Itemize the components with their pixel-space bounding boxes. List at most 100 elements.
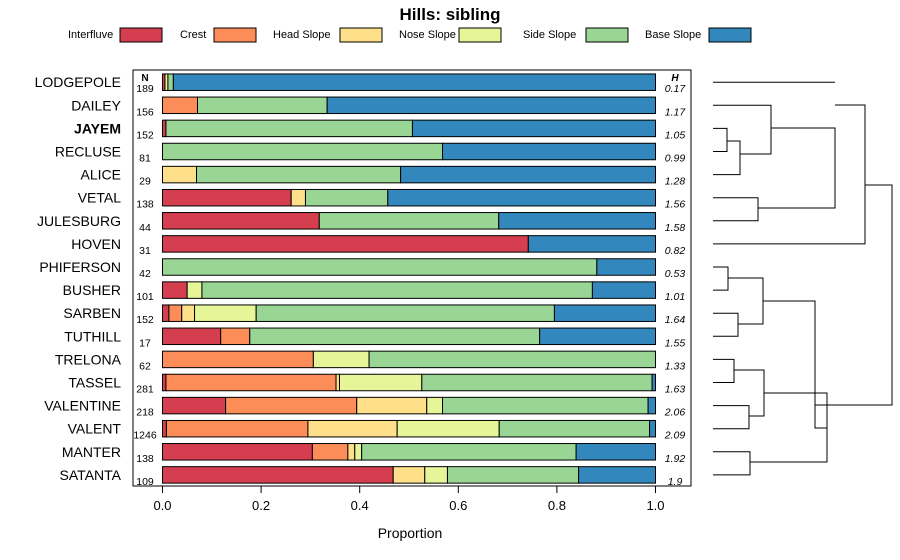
dendrogram-link-4 xyxy=(758,127,836,209)
h-label-lodgepole: 0.17 xyxy=(665,83,687,95)
row-label-tassel: TASSEL xyxy=(68,375,121,391)
bar-valentine-crest xyxy=(225,396,358,415)
row-tassel: TASSEL 281 1.63 xyxy=(68,373,685,396)
n-label-dailey: 156 xyxy=(136,106,154,118)
bar-tuthill-crest xyxy=(220,327,251,346)
bar-satanta-base-slope xyxy=(578,466,657,484)
bar-jayem-base-slope xyxy=(411,119,657,138)
row-label-lodgepole: LODGEPOLE xyxy=(35,74,121,90)
bar-tuthill-side-slope xyxy=(249,327,541,346)
row-vetal: VETAL 138 1.56 xyxy=(78,188,686,211)
bar-julesburg-base-slope xyxy=(498,212,657,230)
bar-busher-interfluve xyxy=(162,281,188,299)
row-label-phiferson: PHIFERSON xyxy=(39,259,121,275)
dendrogram-link-9 xyxy=(728,277,764,325)
h-label-jayem: 1.05 xyxy=(665,129,686,141)
row-valent: VALENT 1246 2.09 xyxy=(68,419,685,442)
row-alice: ALICE 29 1.28 xyxy=(81,165,685,188)
h-label-sarben: 1.64 xyxy=(665,314,686,326)
n-label-manter: 138 xyxy=(136,453,154,465)
bar-valentine-head-slope xyxy=(356,396,428,415)
n-label-lodgepole: 189 xyxy=(136,83,154,95)
bar-alice-side-slope xyxy=(196,165,402,184)
row-label-sarben: SARBEN xyxy=(63,305,121,321)
bar-jayem-interfluve xyxy=(162,119,167,138)
n-label-sarben: 152 xyxy=(136,314,154,326)
row-jayem: JAYEM 152 1.05 xyxy=(74,119,686,141)
bar-tassel-side-slope xyxy=(421,373,653,392)
bar-jayem-side-slope xyxy=(165,119,413,138)
h-label-hoven: 0.82 xyxy=(665,245,686,257)
n-label-tuthill: 17 xyxy=(139,337,151,349)
h-label-phiferson: 0.53 xyxy=(665,268,686,280)
legend-label-side-slope: Side Slope xyxy=(523,29,576,41)
row-label-recluse: RECLUSE xyxy=(55,144,121,160)
bar-manter-crest xyxy=(311,443,349,461)
bar-satanta-interfluve xyxy=(162,466,394,484)
bar-tuthill-interfluve xyxy=(162,327,222,346)
x-tick-label-5: 1.0 xyxy=(646,498,664,513)
bar-valentine-side-slope xyxy=(442,396,649,415)
row-label-trelona: TRELONA xyxy=(55,351,122,367)
row-label-valent: VALENT xyxy=(68,421,122,437)
row-valentine: VALENTINE 218 2.06 xyxy=(44,396,685,419)
row-satanta: SATANTA 109 1.9 xyxy=(60,466,682,488)
n-column-header: N xyxy=(141,73,148,84)
dendrogram-link-0 xyxy=(713,127,728,152)
x-tick-label-3: 0.6 xyxy=(449,498,467,513)
bar-alice-base-slope xyxy=(400,165,656,184)
bar-hoven-base-slope xyxy=(527,235,656,253)
bar-manter-interfluve xyxy=(162,443,313,461)
bar-tassel-head-slope xyxy=(335,373,340,392)
bar-manter-nose-slope xyxy=(354,443,363,461)
legend-label-interfluve: Interfluve xyxy=(68,29,113,41)
bar-phiferson-side-slope xyxy=(162,258,598,276)
bar-manter-base-slope xyxy=(575,443,657,461)
x-axis: 0.0 0.2 0.4 0.6 0.8 1.0 xyxy=(153,486,665,513)
x-tick-label-4: 0.8 xyxy=(548,498,566,513)
h-label-busher: 1.01 xyxy=(665,291,685,303)
legend-swatch-interfluve xyxy=(119,27,163,43)
bar-busher-nose-slope xyxy=(186,281,203,299)
bar-manter-side-slope xyxy=(361,443,577,461)
n-label-tassel: 281 xyxy=(136,384,154,396)
bar-recluse-base-slope xyxy=(442,142,656,161)
legend-label-nose-slope: Nose Slope xyxy=(399,29,456,41)
bar-tuthill-base-slope xyxy=(539,327,656,346)
h-label-julesburg: 1.58 xyxy=(665,222,686,234)
n-label-jayem: 152 xyxy=(136,129,154,141)
row-manter: MANTER 138 1.92 xyxy=(62,443,685,465)
row-tuthill: TUTHILL 17 1.55 xyxy=(64,327,685,349)
bar-valentine-nose-slope xyxy=(426,396,444,415)
bar-sarben-crest xyxy=(168,304,183,322)
h-column-header: H xyxy=(671,73,679,84)
row-dailey: DAILEY 156 1.17 xyxy=(71,96,686,118)
dendrogram-link-11 xyxy=(713,405,750,430)
dendrogram-link-6 xyxy=(713,104,866,245)
bar-valent-side-slope xyxy=(498,419,651,438)
h-label-recluse: 0.99 xyxy=(665,153,686,165)
n-label-hoven: 31 xyxy=(139,245,151,257)
bar-tassel-crest xyxy=(165,373,337,392)
bar-satanta-head-slope xyxy=(392,466,426,484)
row-label-julesburg: JULESBURG xyxy=(37,213,121,229)
x-tick-label-0: 0.0 xyxy=(153,498,171,513)
dendrogram-link-13 xyxy=(713,451,751,476)
row-julesburg: JULESBURG 44 1.58 xyxy=(37,212,686,234)
row-label-dailey: DAILEY xyxy=(71,97,121,113)
bar-sarben-nose-slope xyxy=(194,304,257,322)
h-label-vetal: 1.56 xyxy=(665,199,686,211)
dendrogram-link-8 xyxy=(713,312,739,337)
bar-tassel-base-slope xyxy=(651,373,656,392)
h-label-trelona: 1.33 xyxy=(665,360,686,372)
bar-sarben-head-slope xyxy=(181,304,196,322)
row-label-manter: MANTER xyxy=(62,444,121,460)
chart-title: Hills: sibling xyxy=(399,5,500,24)
row-label-hoven: HOVEN xyxy=(71,236,121,252)
bar-valent-crest xyxy=(165,419,309,438)
x-tick-label-1: 0.2 xyxy=(252,498,270,513)
bar-trelona-side-slope xyxy=(368,350,656,369)
bar-sarben-interfluve xyxy=(162,304,170,322)
bar-busher-side-slope xyxy=(201,281,593,299)
